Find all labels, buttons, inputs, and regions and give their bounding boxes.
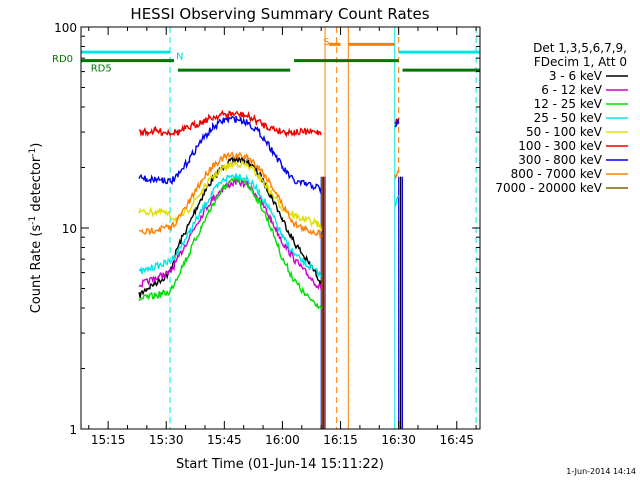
y-axis-label-main: Count Rate (s (29, 225, 44, 314)
x-tick-label: 16:00 (265, 433, 300, 447)
annotation-n: N (176, 52, 183, 63)
status-layer: RD0 RD5 N S (52, 37, 480, 74)
x-tick-label: 16:15 (323, 433, 358, 447)
y-tick-label: 1 (69, 423, 77, 437)
series-line (138, 109, 322, 138)
x-tick-label: 15:15 (91, 433, 126, 447)
series-line (138, 174, 322, 310)
legend-label: 3 - 6 keV (549, 69, 603, 83)
y-axis-label-mid: detector (29, 156, 44, 216)
legend-label: 7000 - 20000 keV (495, 181, 602, 195)
legend-label: 6 - 12 keV (541, 83, 603, 97)
series-line (138, 173, 322, 277)
y-axis-label-sup1: -1 (28, 216, 38, 225)
annotation-rd5: RD5 (91, 63, 112, 74)
x-tick-label: 16:45 (439, 433, 474, 447)
y-tick-label: 100 (54, 21, 77, 35)
footer-date: 1-Jun-2014 14:14 (566, 467, 636, 476)
legend-label: 25 - 50 keV (534, 111, 603, 125)
legend: Det 1,3,5,6,7,9, FDecim 1, Att 0 3 - 6 k… (495, 41, 628, 195)
legend-header-line-1: Det 1,3,5,6,7,9, (533, 41, 627, 55)
series-line (138, 176, 322, 291)
series-line (138, 115, 322, 195)
x-tick-label: 16:30 (381, 433, 416, 447)
data-layer (80, 27, 477, 429)
annotation-s: S (323, 37, 329, 48)
series-line (394, 169, 400, 180)
legend-label: 800 - 7000 keV (511, 167, 603, 181)
y-axis-label-end: ) (29, 143, 44, 148)
legend-label: 50 - 100 keV (526, 125, 603, 139)
y-axis-label: Count Rate (s-1 detector-1) (28, 143, 44, 314)
series-line (138, 150, 322, 240)
series-line (394, 195, 400, 208)
series-line (138, 158, 322, 232)
series-line (394, 119, 400, 128)
legend-label: 100 - 300 keV (518, 139, 602, 153)
legend-label: 12 - 25 keV (534, 97, 603, 111)
x-tick-label: 15:45 (207, 433, 242, 447)
chart-title: HESSI Observing Summary Count Rates (130, 5, 429, 23)
x-tick-label: 15:30 (149, 433, 184, 447)
x-axis-label: Start Time (01-Jun-14 15:11:22) (176, 457, 384, 472)
y-axis-label-sup2: -1 (28, 148, 38, 157)
legend-label: 300 - 800 keV (518, 153, 602, 167)
annotation-rd0: RD0 (52, 54, 73, 65)
axis-layer: 15:15 15:30 15:45 16:00 16:15 16:30 16:45 1 10 10… (54, 21, 480, 447)
y-tick-label: 10 (62, 222, 77, 236)
legend-header-line-2: FDecim 1, Att 0 (534, 55, 627, 69)
